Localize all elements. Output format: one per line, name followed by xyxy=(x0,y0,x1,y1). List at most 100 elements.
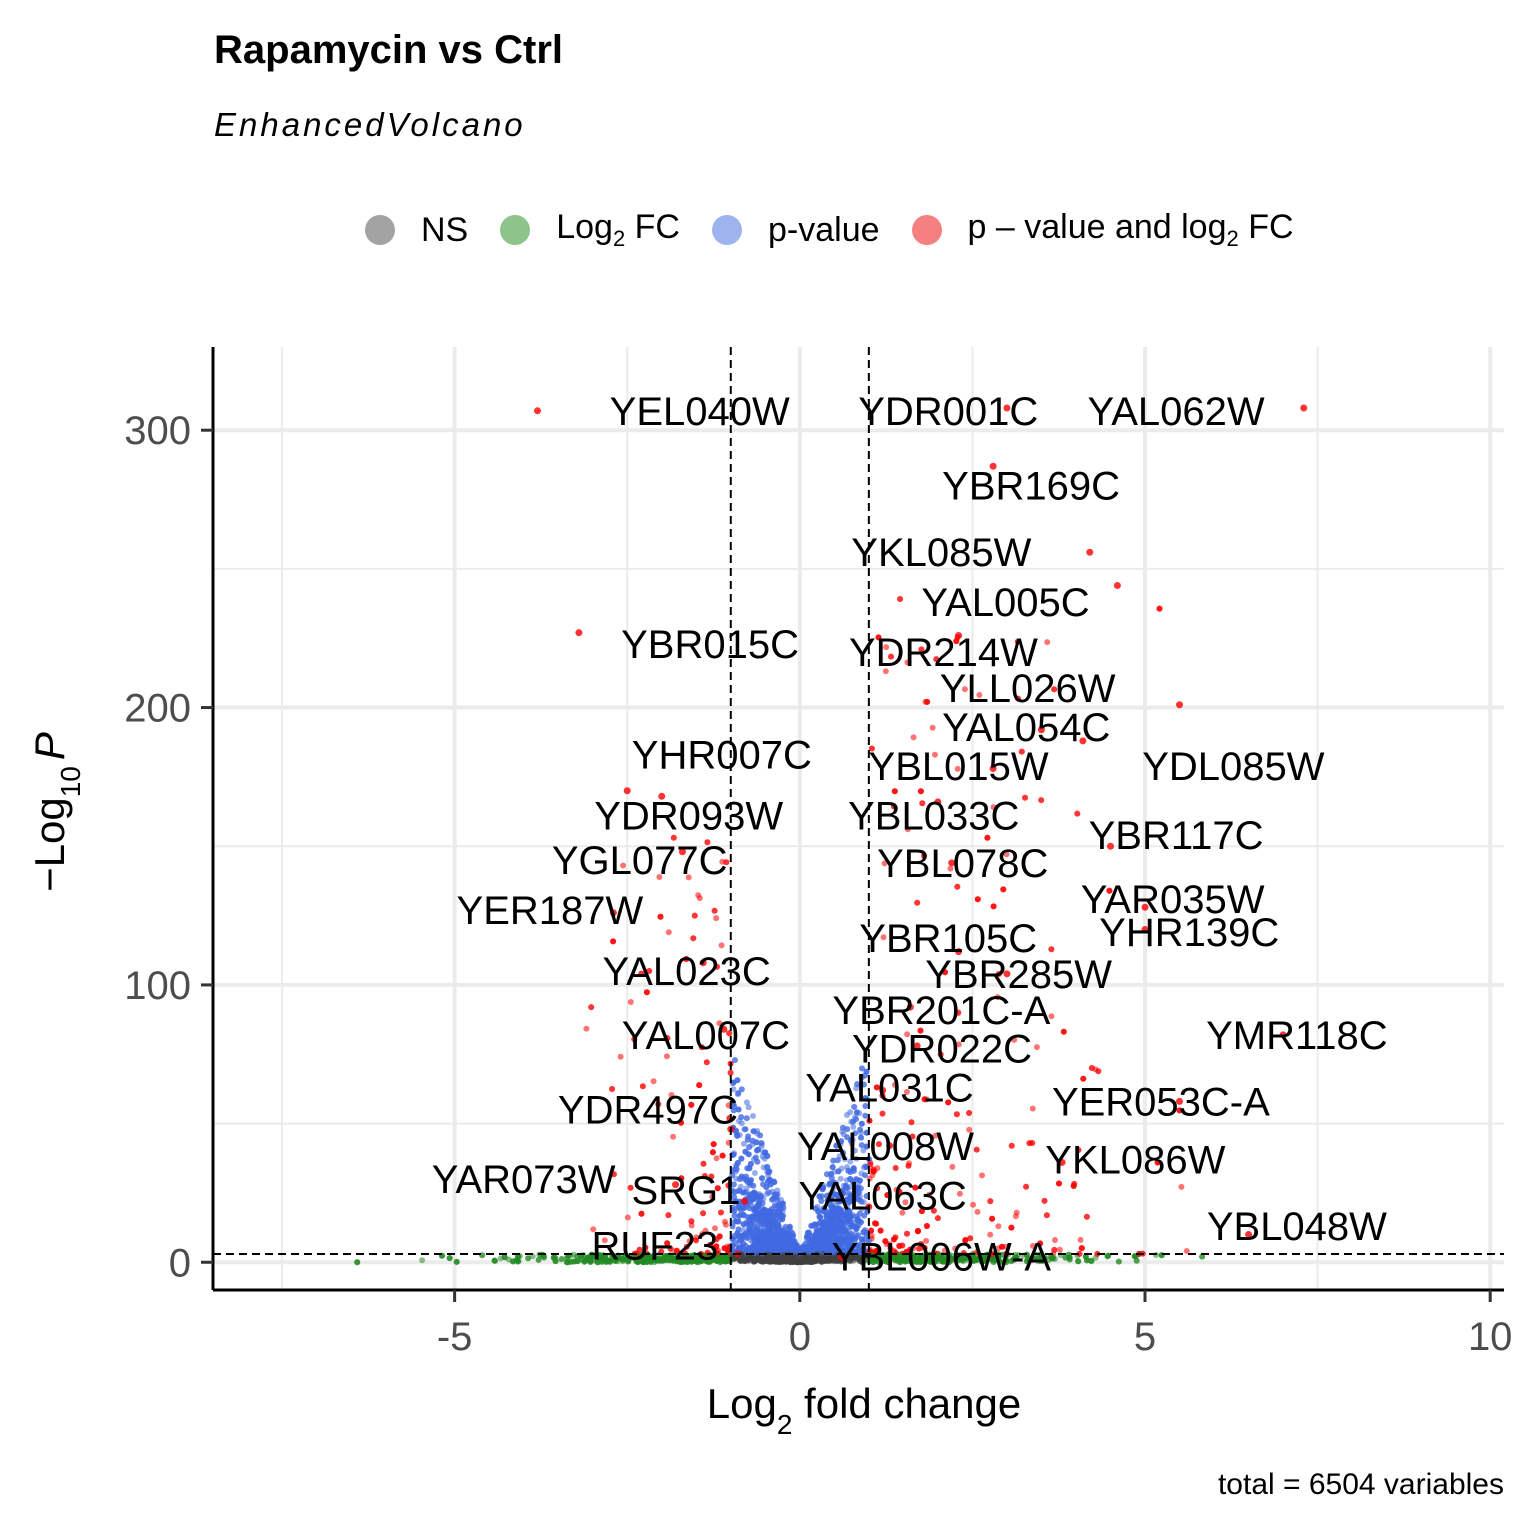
data-point xyxy=(746,1144,753,1151)
data-point xyxy=(688,1218,695,1225)
data-point xyxy=(882,668,889,675)
data-point xyxy=(699,1231,706,1237)
data-point xyxy=(590,1226,597,1233)
data-point xyxy=(851,1147,858,1154)
data-point xyxy=(738,1120,745,1127)
data-point xyxy=(668,1092,675,1098)
data-point xyxy=(1041,1197,1048,1204)
data-point xyxy=(929,724,936,731)
data-point xyxy=(990,804,997,811)
data-point xyxy=(713,915,720,922)
data-point xyxy=(718,942,725,949)
data-point xyxy=(902,1199,909,1206)
data-point xyxy=(880,934,887,941)
data-point xyxy=(979,1172,985,1179)
legend-item-fc: Log2 FC xyxy=(500,208,680,252)
data-point xyxy=(904,826,911,833)
data-point xyxy=(843,1112,850,1118)
data-point xyxy=(910,734,917,741)
data-point xyxy=(947,865,954,872)
data-point xyxy=(1048,1013,1055,1020)
data-point xyxy=(868,1232,875,1239)
data-point xyxy=(858,1206,865,1213)
grid-lines xyxy=(213,347,1504,1290)
data-point xyxy=(743,1099,750,1106)
data-point xyxy=(862,1112,869,1119)
data-point xyxy=(881,860,888,867)
legend-key-ns xyxy=(365,215,395,245)
data-point xyxy=(1038,797,1045,804)
data-point xyxy=(1083,1213,1090,1220)
data-point xyxy=(766,1189,773,1196)
data-point xyxy=(617,1053,624,1060)
legend-label-fc: Log2 FC xyxy=(556,208,680,251)
data-point xyxy=(713,1155,720,1162)
data-point xyxy=(1178,1183,1185,1190)
data-point xyxy=(850,1124,857,1130)
data-point xyxy=(624,1214,631,1221)
data-point xyxy=(914,899,921,906)
data-point xyxy=(1003,851,1010,858)
data-point xyxy=(961,686,968,693)
data-point xyxy=(891,1081,898,1088)
data-point xyxy=(976,692,983,698)
data-point xyxy=(588,1004,595,1011)
data-point xyxy=(860,1147,867,1154)
data-point xyxy=(620,862,627,869)
data-point xyxy=(1029,1105,1036,1112)
data-point xyxy=(712,1225,718,1232)
data-point xyxy=(853,1155,860,1162)
data-point xyxy=(650,1078,657,1085)
legend-item-pfc: p – value and log2 FC xyxy=(911,208,1294,252)
data-point xyxy=(1077,1236,1084,1243)
data-point xyxy=(1012,1213,1019,1220)
data-point xyxy=(853,1116,859,1123)
legend-label-pfc: p – value and log2 FC xyxy=(967,208,1294,251)
legend-label-p: p-value xyxy=(768,210,880,249)
data-point xyxy=(970,1201,977,1208)
data-point xyxy=(949,1163,956,1170)
data-point xyxy=(663,1053,670,1060)
data-point xyxy=(709,1193,716,1200)
legend-key-fc xyxy=(500,214,531,245)
data-point xyxy=(667,1245,674,1252)
data-point xyxy=(955,1010,962,1017)
data-point xyxy=(956,1190,963,1197)
data-point xyxy=(903,1088,910,1095)
data-point xyxy=(670,1133,677,1140)
data-point xyxy=(1029,1243,1036,1249)
data-point xyxy=(987,1198,994,1205)
data-point xyxy=(987,1231,994,1238)
data-point xyxy=(711,907,718,914)
data-point xyxy=(974,1208,981,1215)
data-point xyxy=(665,929,672,936)
data-point xyxy=(716,1020,723,1027)
data-point xyxy=(904,1031,911,1038)
data-point xyxy=(1008,1142,1015,1149)
data-point xyxy=(730,1086,737,1093)
data-point xyxy=(899,1209,906,1216)
data-point xyxy=(686,1238,693,1245)
data-point xyxy=(601,1237,608,1244)
data-point xyxy=(953,1111,960,1118)
data-point xyxy=(745,1104,752,1111)
data-point xyxy=(837,1175,844,1182)
data-point xyxy=(1074,810,1081,817)
data-point xyxy=(750,1113,756,1119)
data-point xyxy=(558,1255,565,1262)
data-point xyxy=(685,874,692,881)
legend-label-ns: NS xyxy=(421,210,469,249)
data-point xyxy=(695,892,702,899)
data-point xyxy=(847,1158,854,1165)
data-point xyxy=(955,1041,962,1048)
data-point xyxy=(535,1256,542,1263)
data-point xyxy=(740,1140,747,1147)
chart-subtitle: EnhancedVolcano xyxy=(214,106,526,143)
data-point xyxy=(419,1257,426,1264)
data-point xyxy=(952,1245,959,1252)
data-point xyxy=(1043,1212,1050,1219)
data-point xyxy=(690,935,697,942)
data-point xyxy=(1153,1252,1159,1258)
data-point xyxy=(583,1025,590,1032)
